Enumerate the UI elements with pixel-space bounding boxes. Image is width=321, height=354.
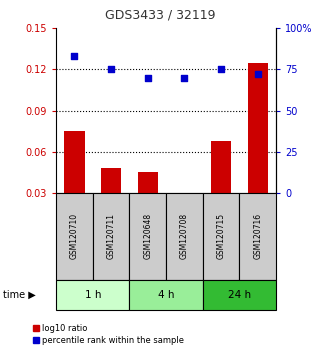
- Bar: [203, 193, 239, 280]
- Text: GSM120648: GSM120648: [143, 213, 152, 259]
- Bar: [101, 168, 121, 193]
- Text: GSM120708: GSM120708: [180, 213, 189, 259]
- Bar: [203, 280, 276, 310]
- Point: [255, 72, 260, 77]
- Point: [108, 67, 114, 72]
- Bar: [211, 141, 231, 193]
- Text: GSM120716: GSM120716: [253, 213, 262, 259]
- Bar: [239, 193, 276, 280]
- Legend: log10 ratio, percentile rank within the sample: log10 ratio, percentile rank within the …: [30, 321, 187, 348]
- Bar: [93, 193, 129, 280]
- Bar: [166, 193, 203, 280]
- Text: GDS3433 / 32119: GDS3433 / 32119: [105, 9, 216, 22]
- Bar: [138, 172, 158, 193]
- Text: 4 h: 4 h: [158, 290, 174, 300]
- Bar: [129, 280, 203, 310]
- Text: GSM120715: GSM120715: [217, 213, 226, 259]
- Bar: [65, 131, 84, 193]
- Bar: [56, 280, 129, 310]
- Point: [182, 75, 187, 81]
- Bar: [174, 193, 195, 218]
- Point: [72, 53, 77, 59]
- Point: [219, 67, 224, 72]
- Point: [145, 75, 150, 81]
- Text: time ▶: time ▶: [3, 290, 36, 300]
- Bar: [248, 63, 268, 193]
- Text: 24 h: 24 h: [228, 290, 251, 300]
- Bar: [56, 193, 93, 280]
- Text: GSM120710: GSM120710: [70, 213, 79, 259]
- Text: GSM120711: GSM120711: [107, 213, 116, 259]
- Text: 1 h: 1 h: [84, 290, 101, 300]
- Bar: [129, 193, 166, 280]
